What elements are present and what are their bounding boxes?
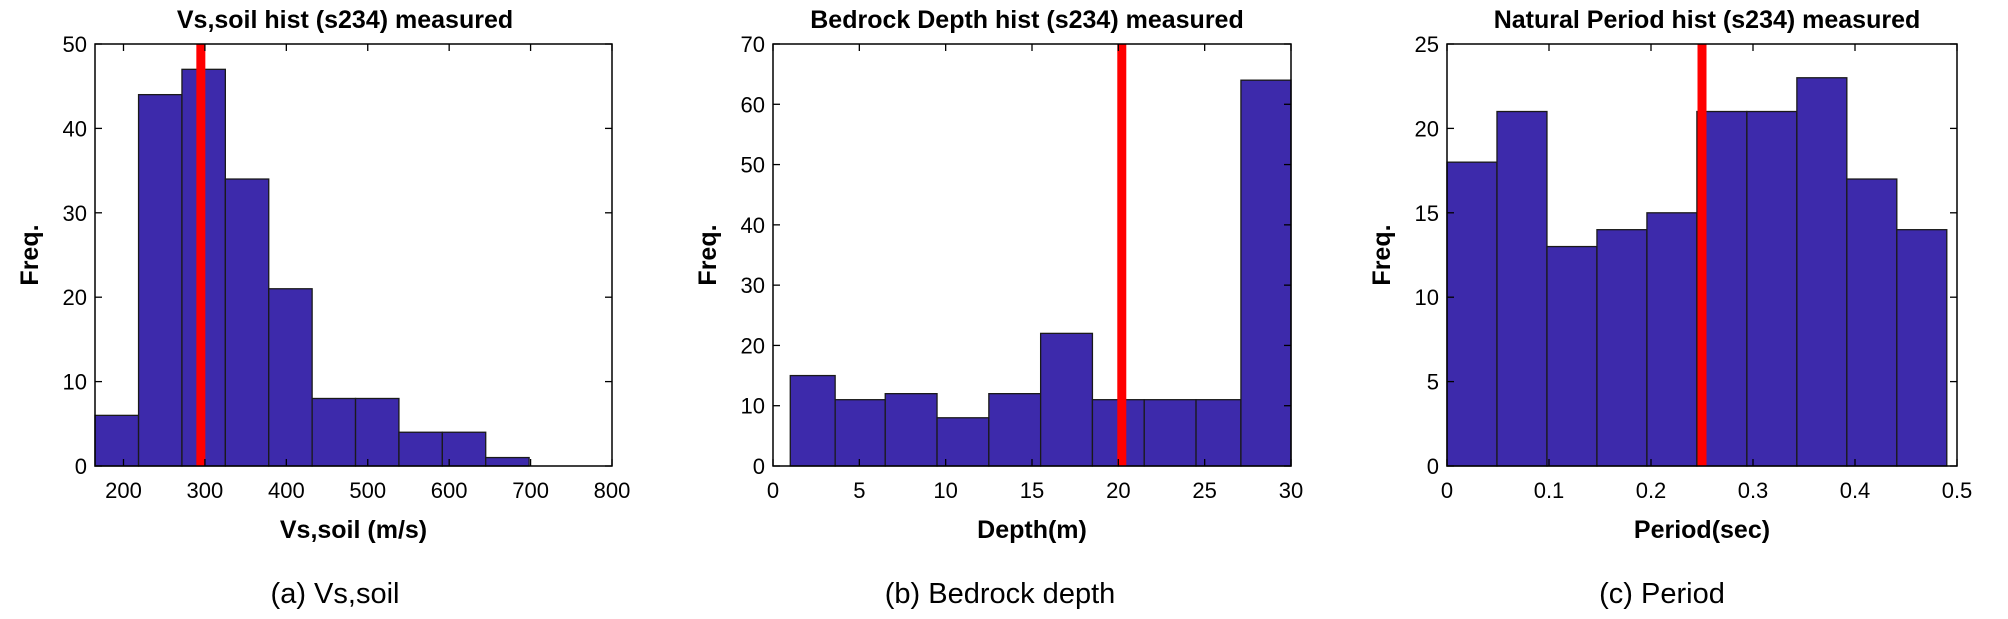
- histogram-bar: [988, 393, 1042, 467]
- x-tick-label: 10: [933, 478, 957, 503]
- histogram-bar: [884, 393, 938, 467]
- histogram-bar: [1143, 399, 1197, 467]
- x-tick-label: 0.2: [1636, 478, 1667, 503]
- x-tick-label: 0: [767, 478, 779, 503]
- y-tick-label: 50: [741, 153, 765, 178]
- bars: [789, 79, 1292, 467]
- y-tick-label: 40: [63, 116, 87, 141]
- x-tick-label: 0.3: [1738, 478, 1769, 503]
- bars: [94, 68, 530, 467]
- histogram-bar: [94, 414, 140, 467]
- x-tick-label: 700: [512, 478, 549, 503]
- y-tick-label: 20: [1415, 116, 1439, 141]
- x-tick-label: 0.4: [1840, 478, 1871, 503]
- y-axis-label: Freq.: [694, 224, 722, 285]
- y-tick-label: 20: [741, 333, 765, 358]
- histogram-bar: [224, 178, 270, 467]
- y-tick-label: 0: [75, 454, 87, 479]
- histogram-bar: [1746, 110, 1798, 467]
- histogram-bar: [1240, 79, 1292, 467]
- histogram-vs-soil: 200 300 400 500 600 700 800 0 10 20 30 40 50 Vs,soil …: [16, 6, 631, 544]
- y-tick-label: 0: [753, 454, 765, 479]
- x-tick-label: 5: [853, 478, 865, 503]
- histogram-bar: [1846, 178, 1898, 467]
- y-axis-label: Freq.: [16, 224, 44, 285]
- x-tick-label: 0.5: [1942, 478, 1973, 503]
- x-tick-label: 500: [349, 478, 386, 503]
- histogram-bar: [834, 399, 886, 467]
- chart-title: Vs,soil hist (s234) measured: [177, 6, 513, 34]
- chart-title: Natural Period hist (s234) measured: [1494, 6, 1921, 34]
- x-tick-label: 30: [1279, 478, 1303, 503]
- x-tick-label: 15: [1020, 478, 1044, 503]
- y-tick-label: 50: [63, 32, 87, 57]
- histogram-bar: [268, 288, 313, 467]
- bars: [1446, 77, 1948, 467]
- x-tick-label: 0.1: [1534, 478, 1565, 503]
- histogram-bar: [137, 93, 183, 467]
- histogram-bar: [1496, 110, 1548, 467]
- caption-vs-soil: (a) Vs,soil: [270, 578, 400, 610]
- x-axis-label: Period(sec): [1634, 516, 1770, 544]
- x-tick-label: 300: [187, 478, 224, 503]
- x-tick-label: 200: [105, 478, 142, 503]
- chart-title: Bedrock Depth hist (s234) measured: [810, 6, 1243, 34]
- y-tick-label: 30: [63, 201, 87, 226]
- histogram-bar: [1546, 245, 1598, 467]
- y-tick-label: 10: [63, 370, 87, 395]
- x-tick-label: 0: [1441, 478, 1453, 503]
- x-tick-label: 20: [1106, 478, 1130, 503]
- histogram-bar: [1896, 229, 1948, 467]
- x-tick-label: 800: [594, 478, 631, 503]
- y-tick-label: 5: [1427, 370, 1439, 395]
- histogram-bar: [398, 431, 443, 467]
- y-tick-label: 70: [741, 32, 765, 57]
- histogram-bar: [1596, 229, 1648, 467]
- y-axis-label: Freq.: [1368, 224, 1396, 285]
- histogram-bar: [1091, 399, 1119, 467]
- histogram-bar: [789, 374, 836, 467]
- histogram-bar: [354, 397, 400, 467]
- y-tick-label: 15: [1415, 201, 1439, 226]
- y-tick-label: 10: [741, 394, 765, 419]
- y-tick-label: 30: [741, 273, 765, 298]
- histogram-bar: [1195, 399, 1242, 467]
- histogram-bar: [1796, 77, 1848, 467]
- histogram-bar: [936, 417, 990, 467]
- x-axis-label: Depth(m): [977, 516, 1087, 544]
- histogram-bar: [1446, 161, 1498, 467]
- y-tick-label: 20: [63, 285, 87, 310]
- x-tick-label: 600: [431, 478, 468, 503]
- y-tick-label: 10: [1415, 285, 1439, 310]
- histogram-bar: [1646, 212, 1698, 467]
- y-tick-label: 0: [1427, 454, 1439, 479]
- histogram-bedrock-depth: 0 5 10 15 20 25 30 0 10 20 30 40 50 60 70 Bedrock Depth…: [694, 6, 1303, 544]
- x-tick-label: 25: [1192, 478, 1216, 503]
- y-tick-label: 25: [1415, 32, 1439, 57]
- x-axis-label: Vs,soil (m/s): [280, 516, 427, 544]
- y-tick-label: 40: [741, 213, 765, 238]
- histogram-bar: [1039, 332, 1094, 467]
- caption-bedrock-depth: (b) Bedrock depth: [884, 578, 1116, 610]
- caption-period: (c) Period: [1599, 578, 1725, 610]
- axes-box: [1446, 43, 1958, 467]
- histogram-bar: [311, 397, 357, 467]
- axes-box: [94, 43, 613, 467]
- y-tick-label: 60: [741, 92, 765, 117]
- histogram-natural-period: 0 0.1 0.2 0.3 0.4 0.5 0 5 10 15 20 25 Natural Period…: [1368, 6, 1973, 544]
- x-tick-label: 400: [268, 478, 305, 503]
- histogram-bar: [485, 456, 530, 467]
